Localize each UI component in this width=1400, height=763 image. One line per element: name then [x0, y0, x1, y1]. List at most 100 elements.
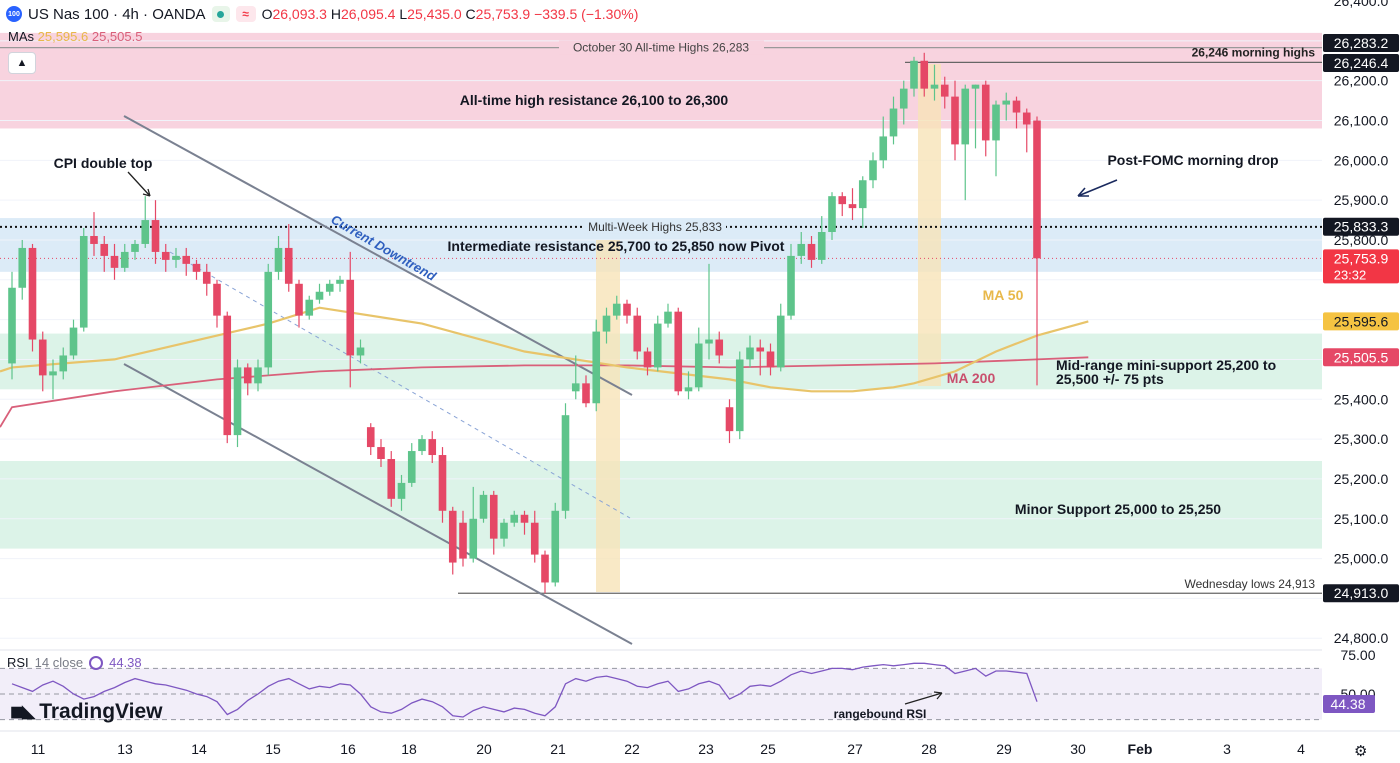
candle-body — [448, 510, 457, 563]
price-axis: 26,400.0 26,200.0 26,100.0 26,000.0 25,900.0… — [1322, 0, 1400, 763]
candle-body — [131, 243, 139, 252]
tradingview-logo[interactable]: ◼◣ TradingView — [10, 700, 163, 724]
candle-body — [643, 351, 652, 368]
candle-body — [79, 235, 88, 328]
mas-legend[interactable]: MAs 25,595.6 25,505.5 — [8, 29, 142, 44]
candle-body — [551, 510, 560, 583]
highlight-bar — [918, 64, 941, 386]
candle-body — [151, 220, 160, 252]
price-label: 25,595.6 — [1334, 313, 1389, 329]
candle-body — [797, 243, 806, 256]
candle-body — [100, 243, 109, 256]
time-tick-label: 29 — [996, 741, 1012, 757]
candle-body — [182, 255, 191, 264]
time-tick-label: 3 — [1223, 741, 1231, 757]
mas-label: MAs — [8, 29, 34, 44]
time-tick-label: 22 — [624, 741, 640, 757]
time-tick-label: 30 — [1070, 741, 1086, 757]
zone-label-pivot: Intermediate resistance 25,700 to 25,850… — [448, 238, 785, 254]
ma200-line — [0, 356, 1089, 428]
candle-body — [18, 247, 27, 288]
candle-body — [766, 351, 775, 368]
candle-body — [254, 367, 262, 384]
price-label-timer: 23:32 — [1334, 267, 1367, 282]
candle-body — [202, 271, 211, 284]
candle-body — [561, 415, 570, 511]
price-tick-label: 25,000.0 — [1334, 551, 1389, 567]
candle-body — [243, 367, 252, 384]
time-tick-label: 14 — [191, 741, 207, 757]
price-tick-label: 24,800.0 — [1334, 630, 1389, 646]
candle-body — [223, 315, 232, 436]
candle-body — [295, 283, 303, 316]
candles-group — [8, 52, 1041, 594]
rsi-current-label: 44.38 — [1330, 696, 1365, 712]
time-tick-label: 20 — [476, 741, 492, 757]
time-tick-label: 25 — [760, 741, 776, 757]
candle-body — [459, 522, 467, 559]
brand-text: TradingView — [39, 700, 163, 723]
collapse-legend-button[interactable]: ▲ — [8, 52, 36, 74]
fomc-arrow — [1077, 179, 1118, 197]
candle-body — [869, 160, 877, 181]
candle-body — [489, 494, 498, 539]
annotation-fomc: Post-FOMC morning drop — [1107, 152, 1278, 168]
candle-body — [377, 447, 385, 460]
highlight-bar — [596, 240, 620, 592]
candle-body — [858, 180, 867, 209]
candle-body — [1012, 100, 1021, 113]
candle-body — [592, 331, 601, 404]
candle-body — [407, 451, 416, 483]
rsi-arrow — [904, 691, 943, 705]
symbol-logo-icon[interactable]: 100 — [6, 6, 22, 22]
price-label: 25,833.3 — [1334, 219, 1389, 235]
candle-body — [274, 247, 283, 272]
time-tick-label: Feb — [1128, 741, 1153, 757]
candle-body — [49, 371, 57, 376]
time-tick-label: 4 — [1297, 741, 1305, 757]
wave-icon[interactable]: ≈ — [235, 6, 256, 22]
candle-body — [571, 383, 580, 392]
candle-body — [438, 455, 447, 511]
ma50-legend-value: 25,595.6 — [37, 29, 89, 44]
candle-body — [356, 347, 365, 356]
market-open-dot-icon[interactable] — [211, 6, 230, 22]
candle-body — [1022, 112, 1031, 125]
settings-gear-icon[interactable]: ⚙ — [1354, 743, 1368, 760]
candle-body — [828, 196, 836, 233]
zone-label-midrange-2: 25,500 +/- 75 pts — [1056, 371, 1164, 387]
price-tick-label: 26,400.0 — [1334, 0, 1389, 9]
candle-body — [59, 355, 68, 372]
candle-body — [653, 323, 662, 368]
symbol-title[interactable]: US Nas 100 · 4h · OANDA — [28, 5, 206, 23]
candle-body — [479, 494, 488, 519]
rsi-settings-icon[interactable] — [89, 655, 104, 670]
rsi-legend[interactable]: RSI 14 close 44.38 — [7, 655, 142, 670]
price-label-bg — [1323, 312, 1399, 331]
time-tick-label: 15 — [265, 741, 281, 757]
time-tick-label: 23 — [698, 741, 714, 757]
time-tick-label: 28 — [921, 741, 937, 757]
candle-body — [735, 359, 744, 432]
time-tick-label: 21 — [550, 741, 566, 757]
downtrend-mid-line — [169, 251, 631, 519]
level-label-bg — [584, 219, 726, 234]
price-label-bg — [1323, 34, 1399, 52]
rsi-tick-label: 75.00 — [1340, 647, 1375, 663]
level-label: Multi-Week Highs 25,833 — [588, 220, 722, 234]
price-tick-label: 26,100.0 — [1334, 113, 1389, 129]
candle-body — [530, 522, 539, 555]
candle-body — [807, 243, 816, 260]
zone-label-minor-support: Minor Support 25,000 to 25,250 — [1015, 501, 1221, 517]
price-label: 25,505.5 — [1334, 349, 1389, 365]
time-tick-label: 13 — [117, 741, 133, 757]
candle-body — [623, 303, 631, 316]
candle-body — [336, 279, 344, 284]
price-tick-label: 25,100.0 — [1334, 511, 1389, 527]
ma50-line — [0, 306, 1089, 393]
candle-body — [366, 427, 375, 448]
candle-body — [633, 315, 642, 352]
candle-body — [664, 311, 672, 324]
candle-body — [879, 136, 888, 161]
